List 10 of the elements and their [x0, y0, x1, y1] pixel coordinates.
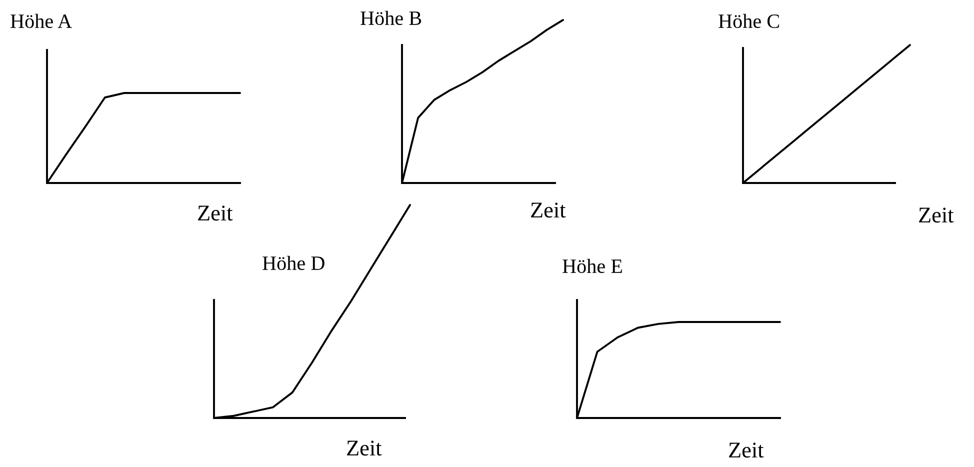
x-axis-title: Zeit — [531, 202, 566, 218]
x-axis-title: Zeit — [347, 440, 382, 456]
y-axis-title: Höhe B — [360, 10, 422, 26]
x-axis-title: Zeit — [198, 206, 233, 221]
y-axis-title: Höhe A — [10, 14, 72, 28]
x-axis-title: Zeit — [729, 442, 764, 458]
y-axis-title: Höhe E — [562, 258, 622, 274]
y-axis-title: Höhe C — [718, 14, 779, 28]
x-axis-title: Zeit — [919, 208, 954, 223]
y-axis-title: Höhe D — [262, 256, 324, 270]
